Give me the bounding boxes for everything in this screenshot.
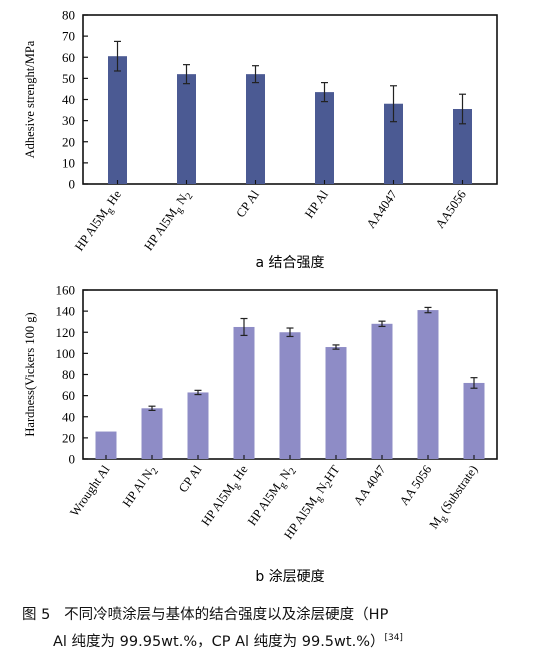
- chart-hardness: 0 20 40 60 80 100 120 140 160 Hardness(Vickers 10…: [23, 283, 498, 585]
- y-tick-label-b: 120: [56, 325, 76, 340]
- caption-text-2: Al 纯度为 99.95wt.%，CP Al 纯度为 99.5wt.%）: [53, 634, 385, 650]
- bar-b-3: [187, 392, 209, 459]
- x-category-label-b-3: CP Al: [176, 462, 205, 495]
- y-tick-label-a: 30: [62, 113, 75, 128]
- bar-b-7: [371, 323, 393, 459]
- y-tick-label-a: 0: [69, 177, 76, 192]
- x-category-label-b-8: AA 5056: [397, 463, 435, 508]
- y-tick-label-b: 100: [56, 346, 76, 361]
- x-category-label-a-5: AA4047: [364, 188, 400, 231]
- y-axis-label-a: Adhesive strenght/MPa: [23, 40, 37, 158]
- bar-a-6: [453, 109, 472, 184]
- bar-b-5: [279, 332, 301, 459]
- chart-subtitle-b: b 涂层硬度: [255, 569, 324, 585]
- x-category-label-b-1: Wrought Al: [67, 462, 113, 519]
- caption-text-1: 不同冷喷涂层与基体的结合强度以及涂层硬度（HP: [64, 607, 389, 623]
- chart-subtitle-a: a 结合强度: [255, 255, 324, 271]
- x-category-label-a-6: AA5056: [433, 188, 469, 231]
- caption-fig-label: 图 5: [22, 607, 51, 623]
- caption-reference: [34]: [384, 633, 403, 643]
- plot-frame-a: [82, 14, 498, 185]
- bar-a-2: [177, 74, 196, 184]
- y-tick-label-a: 10: [62, 155, 75, 170]
- y-tick-label-a: 50: [62, 71, 75, 86]
- caption-line-1: 图 5 不同冷喷涂层与基体的结合强度以及涂层硬度（HP: [22, 604, 522, 627]
- y-tick-label-b: 160: [56, 283, 76, 298]
- bar-b-1: [95, 431, 117, 459]
- y-tick-label-a: 80: [62, 8, 75, 23]
- x-category-label-a-1: HP Al5Mg He: [72, 187, 127, 255]
- x-category-label-a-2: HP Al5Mg N2: [141, 188, 195, 255]
- x-category-label-a-4: HP Al: [302, 187, 331, 220]
- y-axis-label-b: Hardness(Vickers 100 g): [23, 312, 37, 436]
- y-tick-label-b: 80: [62, 367, 75, 382]
- x-category-label-b-2: HP Al N2: [120, 463, 161, 512]
- y-tick-label-a: 70: [62, 29, 75, 44]
- figure-canvas: 0 10 20 30 40 50 60 70 80 Adhesive strenght/MPa HP…: [23, 8, 498, 585]
- bar-a-3: [246, 74, 265, 184]
- figure-caption: 图 5 不同冷喷涂层与基体的结合强度以及涂层硬度（HP Al 纯度为 99.95…: [22, 604, 522, 654]
- caption-line-2: Al 纯度为 99.95wt.%，CP Al 纯度为 99.5wt.%）[34]: [22, 627, 522, 654]
- y-tick-label-b: 140: [56, 304, 76, 319]
- x-category-label-b-7: AA 4047: [351, 463, 389, 508]
- bar-a-5: [384, 103, 403, 184]
- x-category-label-a-3: CP Al: [233, 187, 262, 220]
- bar-b-6: [325, 347, 347, 459]
- bar-a-1: [108, 56, 127, 184]
- x-category-label-b-9: Mg (Substrate): [426, 463, 482, 533]
- bar-a-4: [315, 92, 334, 184]
- y-tick-label-a: 20: [62, 134, 75, 149]
- y-tick-label-b: 20: [62, 430, 75, 445]
- bar-b-8: [417, 310, 439, 459]
- y-tick-label-a: 40: [62, 92, 75, 107]
- y-tick-label-b: 40: [62, 409, 75, 424]
- y-tick-label-b: 60: [62, 388, 75, 403]
- bar-b-4: [233, 326, 255, 459]
- y-tick-label-b: 0: [69, 452, 76, 467]
- chart-adhesive-strength: 0 10 20 30 40 50 60 70 80 Adhesive strenght/MPa HP…: [23, 8, 498, 271]
- bar-b-9: [463, 382, 485, 459]
- bar-b-2: [141, 408, 163, 459]
- y-tick-label-a: 60: [62, 50, 75, 65]
